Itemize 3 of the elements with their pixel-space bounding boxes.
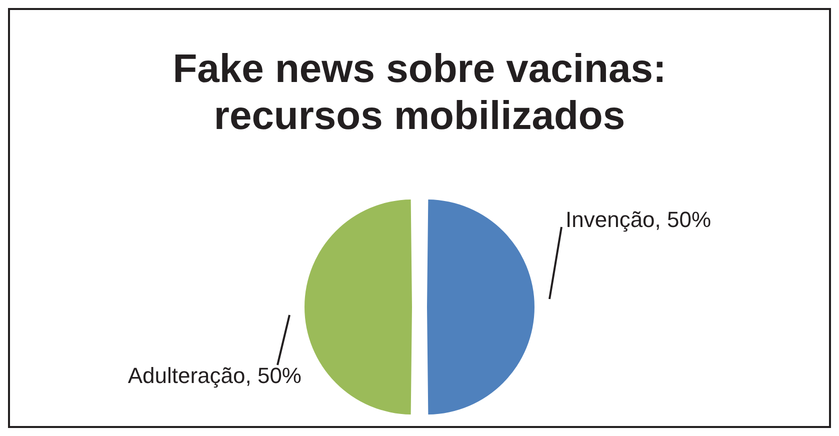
slice-label: Adulteração, 50% <box>128 363 302 388</box>
slice-label: Invenção, 50% <box>566 207 712 232</box>
chart-title: Fake news sobre vacinas: recursos mobilizados <box>172 46 668 140</box>
